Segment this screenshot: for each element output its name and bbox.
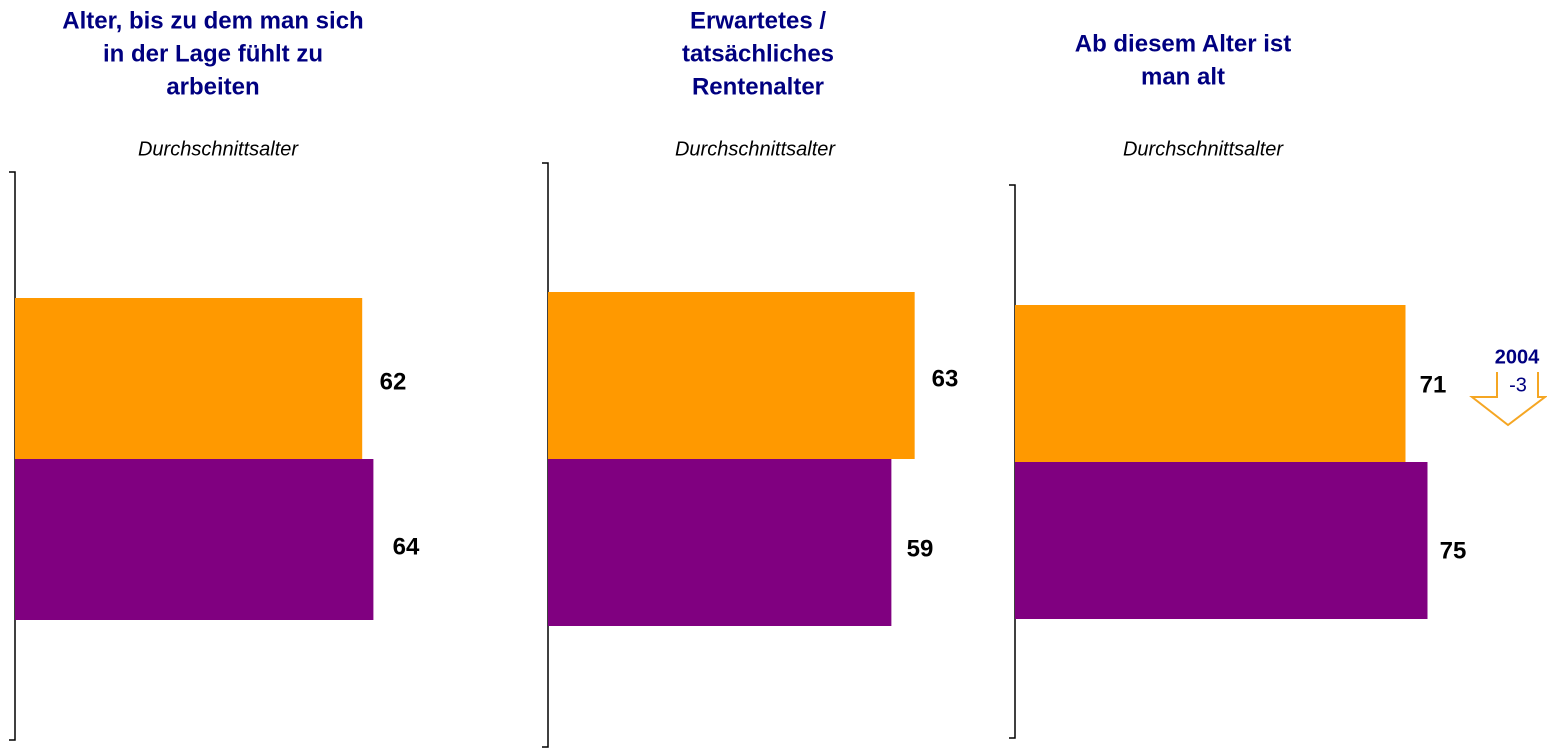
- annotation-change: -3: [1509, 374, 1527, 396]
- value-label: 62: [380, 368, 407, 395]
- annotation-title: 2004: [1495, 346, 1540, 368]
- chart-title: arbeiten: [166, 73, 259, 100]
- chart-title: in der Lage fühlt zu: [103, 40, 323, 67]
- subtitle: Durchschnittsalter: [1123, 138, 1284, 160]
- axis-bracket: [9, 171, 16, 741]
- value-label: 59: [907, 535, 934, 562]
- axis-bracket: [1009, 184, 1016, 739]
- bar: [15, 298, 363, 459]
- bar: [1015, 462, 1428, 619]
- subtitle: Durchschnittsalter: [138, 138, 299, 160]
- axis-bracket: [542, 162, 549, 748]
- chart-title: Erwartetes /: [690, 7, 826, 34]
- bar: [1015, 305, 1406, 462]
- chart-title: tatsächliches: [682, 40, 834, 67]
- value-label: 71: [1420, 371, 1447, 398]
- bar: [15, 459, 374, 620]
- value-label: 75: [1440, 537, 1467, 564]
- bar: [548, 459, 892, 626]
- value-label: 63: [932, 365, 959, 392]
- chart-title: Rentenalter: [692, 73, 824, 100]
- subtitle: Durchschnittsalter: [675, 138, 836, 160]
- change-arrow: [1469, 372, 1547, 427]
- value-label: 64: [393, 533, 420, 560]
- bar: [548, 292, 915, 459]
- chart-title: man alt: [1141, 63, 1225, 90]
- chart-title: Ab diesem Alter ist: [1075, 30, 1292, 57]
- chart-title: Alter, bis zu dem man sich: [62, 7, 363, 34]
